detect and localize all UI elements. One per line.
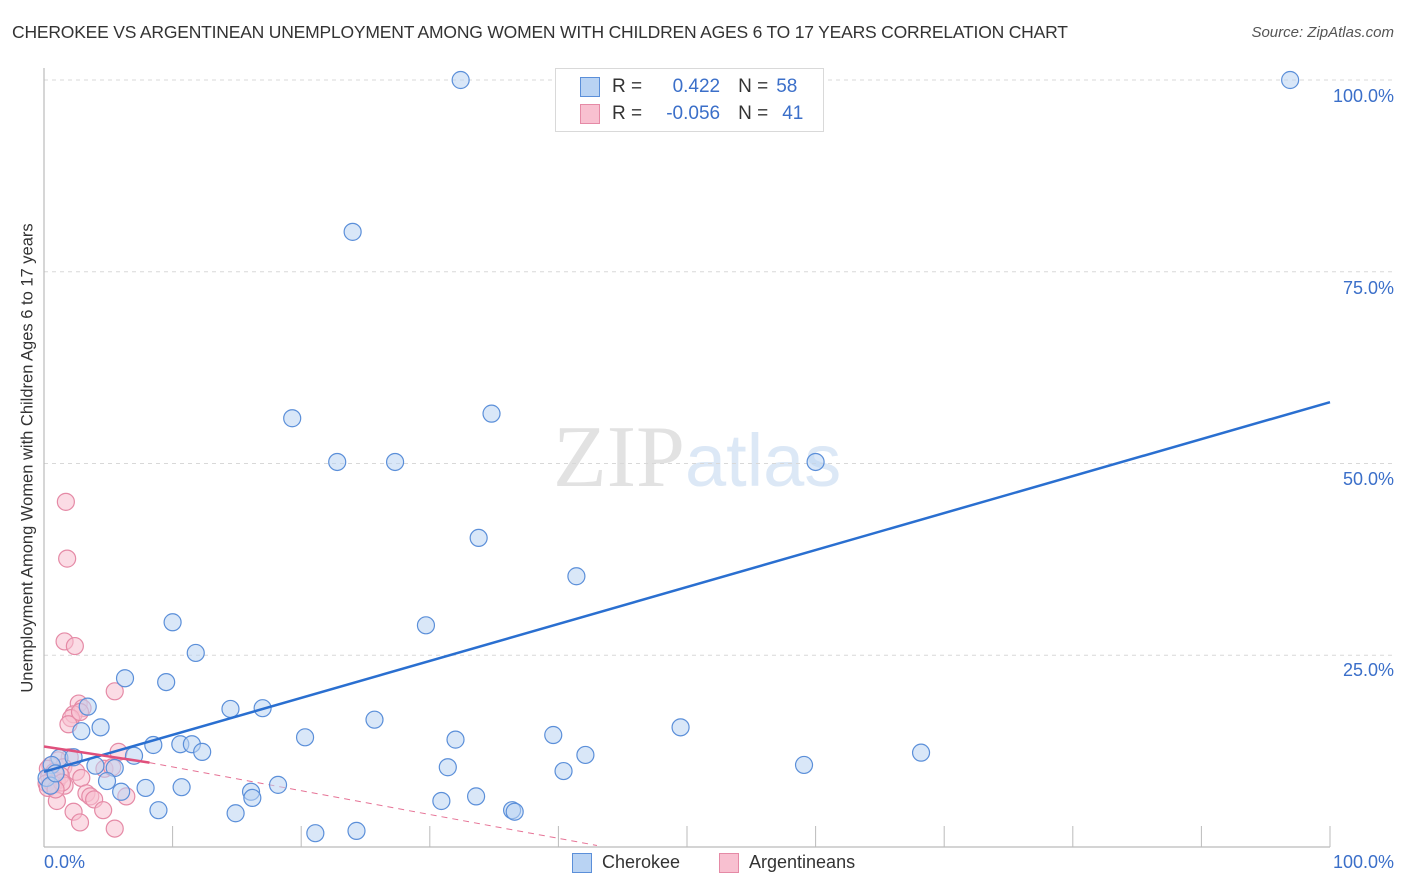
data-point [221,699,240,719]
cherokee-points [37,70,1300,843]
data-point [365,710,384,729]
data-point [554,761,573,781]
y-tick-100: 100.0% [1332,86,1394,106]
x-tick-0: 0.0% [44,852,86,872]
data-point [432,791,451,811]
data-point [671,718,690,737]
bottom-legend-cherokee[interactable]: Cherokee [572,852,680,873]
bottom-legend-label: Cherokee [602,852,681,872]
data-point [268,775,288,794]
data-point [172,778,191,797]
argentineans-regression-extension [149,762,598,846]
bottom-legend-argentineans[interactable]: Argentineans [719,852,855,873]
data-point [149,801,168,820]
source-label: Source: ZipAtlas.com [1251,24,1394,41]
argentineans-regression-line [43,745,150,764]
data-point [91,718,110,737]
n-value: 41 [782,103,804,124]
argentineans-trendline [149,762,598,846]
data-point [193,742,212,761]
data-point [544,725,563,745]
y-axis-title: Unemployment Among Women with Children A… [18,223,37,693]
data-point [1281,70,1300,90]
data-point [794,755,814,775]
bottom-legend-label: Argentineans [749,852,856,872]
data-point [328,452,347,472]
data-point [806,452,825,472]
y-tick-50: 50.0% [1342,469,1394,489]
n-label: N = [738,103,769,124]
data-point [58,549,77,568]
data-point [65,636,84,656]
data-point [306,824,325,843]
r-label: R = [612,103,643,124]
data-point [70,813,90,832]
r-value: -0.056 [666,103,721,124]
data-point [343,222,362,241]
data-point [97,771,117,791]
cherokee-swatch-icon [580,77,600,97]
data-point [283,409,302,428]
argentineans-swatch-icon [580,104,600,124]
n-label: N = [738,76,769,97]
chart-title: CHEROKEE VS ARGENTINEAN UNEMPLOYMENT AMO… [12,22,1068,42]
data-point [385,452,405,472]
data-point [466,787,486,806]
axes [43,68,1331,848]
data-point [115,669,135,688]
cherokee-swatch-icon [572,852,592,873]
data-point [567,567,586,586]
data-point [163,613,182,632]
cherokee-trendline [43,400,1331,774]
y-tick-75: 75.0% [1342,278,1394,298]
data-point [72,722,91,741]
correlation-legend: R = 0.422 N = 58 R = -0.056 N = 41 [555,68,824,132]
data-point [438,758,457,777]
data-point [157,672,176,692]
legend-row-cherokee: R = 0.422 N = 58 [580,75,797,99]
data-point [505,802,524,821]
data-point [469,528,488,547]
data-point [576,745,595,765]
argentineans-swatch-icon [719,852,739,873]
data-point [56,492,75,511]
data-point [186,643,205,663]
data-point [94,801,113,820]
cherokee-regression-line [43,400,1331,774]
data-point [243,788,262,808]
n-value: 58 [776,76,798,97]
data-point [105,682,124,701]
data-point [451,70,470,90]
data-point [347,821,366,840]
data-point [105,819,124,838]
data-point [416,616,436,635]
legend-row-argentineans: R = -0.056 N = 41 [580,102,803,126]
r-label: R = [612,76,643,97]
data-point [136,778,155,798]
r-value: 0.422 [672,76,721,97]
data-point [911,743,931,762]
watermark-zip: ZIP [553,409,685,506]
data-point [295,728,315,747]
data-point [482,404,501,423]
data-point [78,697,97,716]
data-point [226,804,245,823]
gridlines [44,79,1392,656]
data-point [112,782,131,801]
y-tick-25: 25.0% [1342,660,1394,680]
x-tick-100: 100.0% [1332,852,1394,872]
data-point [446,730,465,749]
data-point [72,768,91,788]
